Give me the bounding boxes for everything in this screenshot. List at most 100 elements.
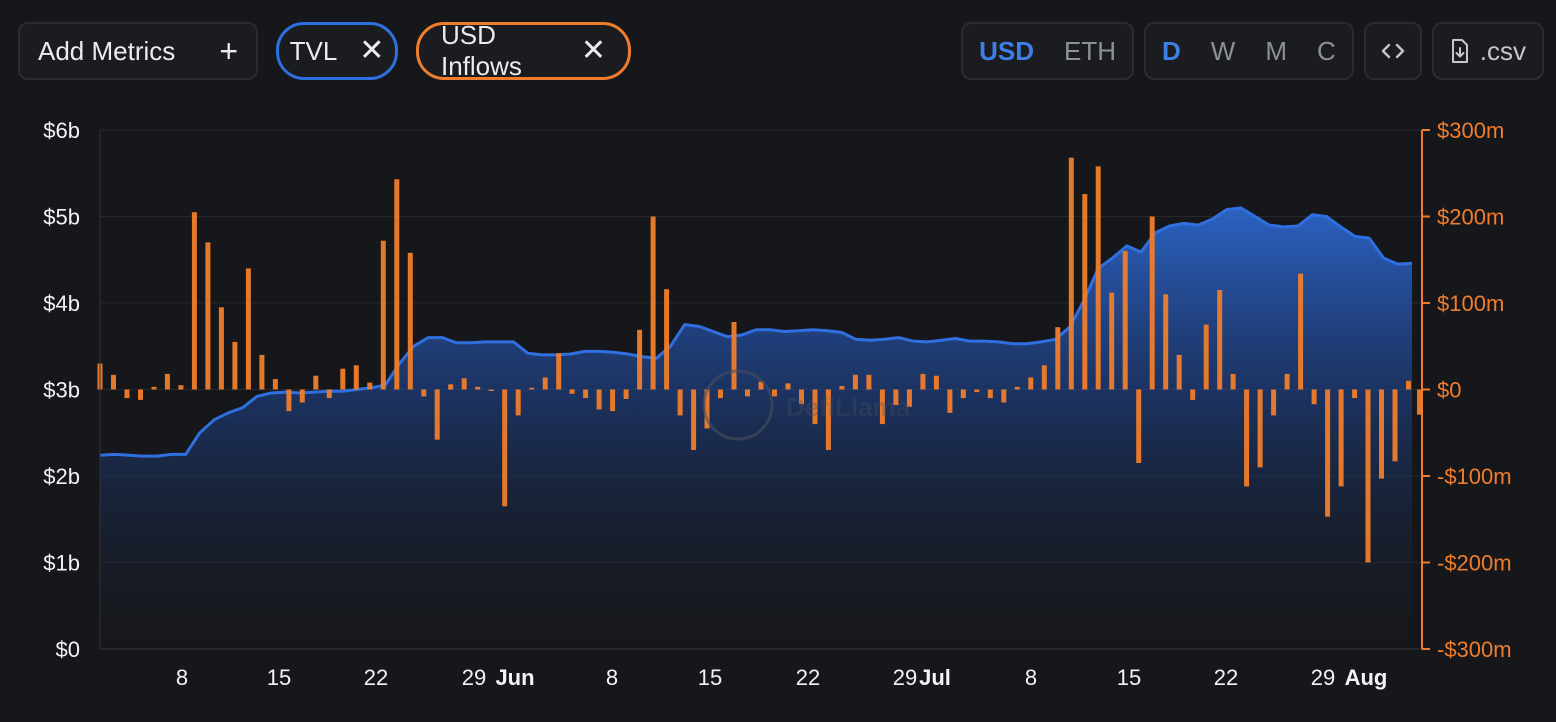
inflow-bar	[1244, 389, 1250, 487]
inflow-bar	[852, 374, 858, 390]
inflow-bar	[1257, 389, 1263, 468]
inflow-bar	[1203, 324, 1209, 390]
close-icon[interactable]: ✕	[580, 34, 606, 67]
inflow-bar	[1284, 373, 1290, 390]
inflow-bar	[1176, 354, 1182, 390]
inflow-bar	[920, 373, 926, 390]
currency-eth-option[interactable]: ETH	[1063, 35, 1116, 66]
x-month-label: Jun	[495, 665, 534, 690]
x-tick-label: 8	[176, 665, 188, 690]
llama-logo-icon	[702, 369, 774, 441]
inflow-bar	[232, 341, 238, 390]
x-tick-label: 15	[1117, 665, 1141, 690]
tvl-area-fill	[100, 207, 1412, 649]
inflow-bar	[178, 385, 184, 390]
chart-controls: USD ETH D W M C .csv	[961, 22, 1544, 80]
inflow-bar	[245, 268, 251, 390]
inflow-bar	[461, 378, 467, 390]
tvl-line	[99, 206, 1413, 458]
inflow-bar	[664, 289, 670, 390]
x-tick-label: 29	[893, 665, 917, 690]
right-y-tick-label: -$200m	[1437, 551, 1512, 576]
inflow-bar	[488, 389, 494, 391]
inflow-bar	[637, 329, 643, 390]
inflow-bar	[448, 384, 454, 390]
inflow-bar	[111, 374, 116, 390]
inflow-bar	[556, 353, 562, 390]
inflow-bar	[947, 389, 953, 413]
inflow-bar	[1338, 389, 1344, 487]
x-tick-label: 8	[1025, 665, 1037, 690]
inflow-bar	[394, 179, 400, 390]
x-month-label: Aug	[1345, 665, 1388, 690]
interval-cumulative-option[interactable]: C	[1316, 35, 1336, 66]
inflow-bar	[367, 382, 373, 390]
inflow-bar	[529, 387, 535, 390]
inflow-bar	[1217, 290, 1223, 390]
left-y-tick-label: $5b	[43, 205, 80, 230]
inflow-bar	[1379, 389, 1384, 479]
interval-day-option[interactable]: D	[1161, 35, 1181, 66]
x-tick-label: 22	[1214, 665, 1238, 690]
left-y-tick-label: $6b	[43, 118, 80, 143]
inflow-bar	[650, 216, 656, 390]
right-y-tick-label: -$100m	[1437, 464, 1512, 489]
x-tick-label: 22	[796, 665, 820, 690]
interval-toggle: D W M C	[1143, 22, 1354, 80]
inflow-bar	[610, 389, 616, 412]
inflow-bar	[286, 389, 292, 412]
inflow-bar	[1055, 327, 1061, 390]
inflow-bar	[812, 389, 818, 425]
download-csv-button[interactable]: .csv	[1431, 22, 1544, 80]
tvl-metric-pill[interactable]: TVL ✕	[276, 22, 398, 80]
close-icon[interactable]: ✕	[359, 34, 385, 67]
inflow-bar	[1082, 194, 1088, 390]
x-tick-label: 22	[364, 665, 388, 690]
inflow-bar	[799, 389, 804, 405]
interval-month-option[interactable]: M	[1265, 35, 1287, 66]
left-y-tick-label: $4b	[43, 291, 80, 316]
code-brackets-icon	[1381, 43, 1404, 59]
left-y-tick-label: $2b	[43, 464, 80, 489]
inflow-bar	[475, 386, 481, 390]
inflow-bar	[1041, 365, 1047, 390]
inflow-bar	[933, 375, 939, 390]
x-tick-label: 15	[267, 665, 291, 690]
watermark-text: DefiLlama	[786, 392, 911, 422]
inflow-bar	[1149, 216, 1155, 390]
left-y-tick-label: $0	[56, 637, 80, 662]
inflow-bar	[1095, 166, 1101, 390]
inflow-bar	[299, 389, 305, 403]
inflow-bar	[987, 389, 993, 399]
right-y-tick-label: -$300m	[1437, 637, 1512, 662]
right-y-tick-label: $300m	[1437, 118, 1504, 143]
x-month-label: Jul	[919, 665, 951, 690]
inflow-bar	[569, 389, 575, 394]
x-tick-label: 15	[698, 665, 722, 690]
inflow-bar	[313, 375, 319, 390]
chart-axes: $0 $1b $2b $3b $4b $5b $6b -$300m -$200m -$100m $0…	[43, 118, 1511, 690]
csv-label: .csv	[1479, 35, 1526, 66]
inflow-bar	[731, 322, 737, 390]
interval-week-option[interactable]: W	[1210, 35, 1236, 66]
inflow-bar	[1109, 292, 1115, 390]
add-metrics-label: Add Metrics	[38, 35, 176, 66]
inflow-bar	[623, 389, 629, 399]
plus-icon: +	[219, 32, 238, 69]
left-y-tick-label: $3b	[43, 378, 80, 403]
currency-usd-option[interactable]: USD	[979, 35, 1034, 66]
inflow-bar	[218, 307, 224, 390]
inflow-bar	[974, 389, 980, 393]
inflow-bar	[205, 242, 211, 390]
add-metrics-button[interactable]: Add Metrics +	[18, 22, 258, 80]
currency-toggle: USD ETH	[961, 22, 1134, 80]
inflow-bar	[151, 386, 157, 390]
inflow-bar	[906, 389, 912, 407]
inflow-bar	[407, 252, 413, 390]
inflow-bar	[879, 389, 885, 425]
inflow-bars-layer	[97, 157, 1422, 563]
inflow-bar	[138, 389, 143, 400]
usd-inflows-metric-pill[interactable]: USD Inflows ✕	[416, 20, 631, 81]
embed-button[interactable]	[1363, 22, 1422, 80]
